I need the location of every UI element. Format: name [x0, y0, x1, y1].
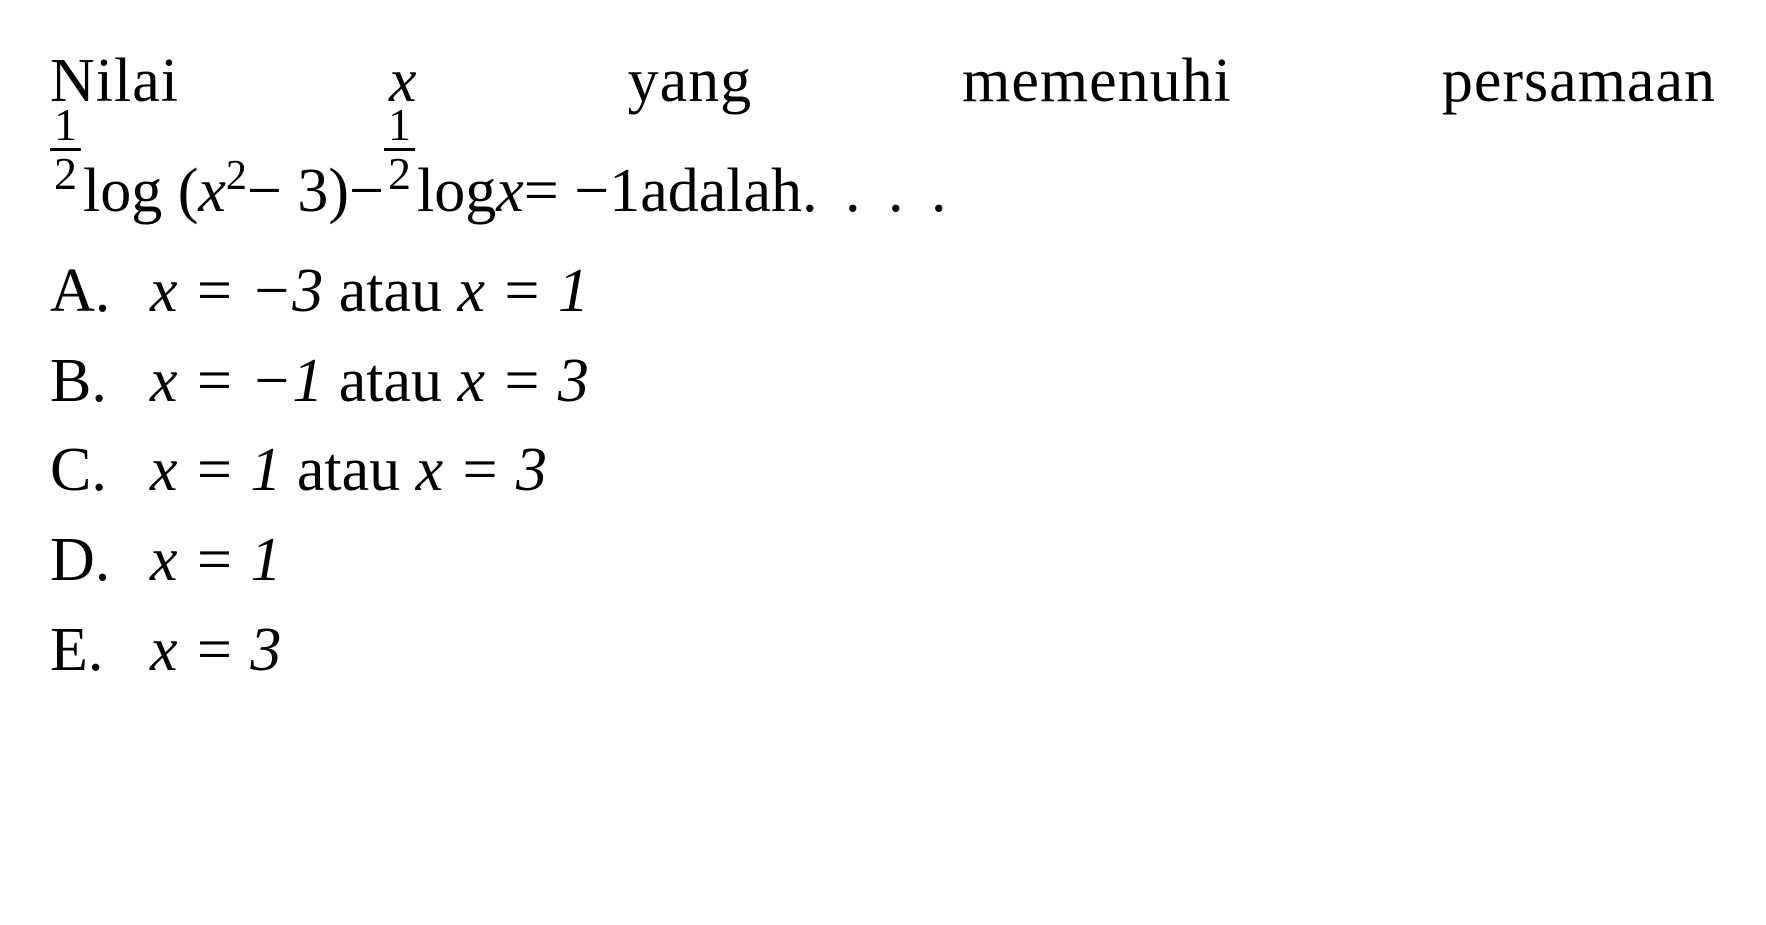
option-b-pre: x = −1 [150, 347, 339, 415]
answer-options: A. x = −3 atau x = 1 B. x = −1 atau x = … [50, 247, 1716, 696]
paren-open: ( [178, 157, 199, 225]
option-d-letter: D. [50, 516, 150, 606]
frac1-num: 1 [50, 102, 81, 151]
equals-neg1: = −1 [524, 157, 640, 225]
log-base-half-1: 1 2 [50, 102, 81, 197]
option-d: D. x = 1 [50, 516, 1716, 606]
option-c-atau: atau [297, 436, 416, 504]
x-term: x [496, 157, 524, 225]
equation-line: 1 2 log ( x 2 − 3 ) − 1 2 log x = −1 ada… [50, 130, 1716, 225]
log-text-2: log [417, 157, 496, 225]
option-a-letter: A. [50, 247, 150, 337]
log-base-half-2: 1 2 [384, 102, 415, 197]
option-a-pre: x = −3 [150, 257, 339, 325]
option-c-post: x = 3 [416, 436, 547, 504]
option-e-letter: E. [50, 606, 150, 696]
math-question-page: Nilai x yang memenuhi persamaan 1 2 log … [0, 0, 1766, 736]
word-yang: yang [628, 40, 753, 124]
word-memenuhi: memenuhi [962, 40, 1232, 124]
space-1 [162, 157, 178, 225]
frac2-num: 1 [384, 102, 415, 151]
option-d-pre: x = 1 [150, 526, 281, 594]
option-a-post: x = 1 [457, 257, 588, 325]
minus-three: − 3 [247, 157, 328, 225]
log-text-1: log [83, 157, 162, 225]
x-exp: 2 [226, 153, 247, 199]
option-b-atau: atau [339, 347, 458, 415]
option-c-pre: x = 1 [150, 436, 297, 504]
trailing-dots: . . . . [802, 157, 953, 225]
frac1-den: 2 [50, 151, 81, 197]
x-base: x [198, 157, 226, 225]
paren-close: ) [328, 157, 349, 225]
option-e-pre: x = 3 [150, 616, 281, 684]
option-b-post: x = 3 [457, 347, 588, 415]
minus-middle: − [349, 157, 384, 225]
option-c: C. x = 1 atau x = 3 [50, 426, 1716, 516]
option-b: B. x = −1 atau x = 3 [50, 337, 1716, 427]
question-line-1: Nilai x yang memenuhi persamaan [50, 40, 1716, 124]
option-a-atau: atau [339, 257, 458, 325]
word-persamaan: persamaan [1442, 40, 1716, 124]
frac2-den: 2 [384, 151, 415, 197]
option-b-letter: B. [50, 337, 150, 427]
word-adalah: adalah [640, 157, 802, 225]
option-e: E. x = 3 [50, 606, 1716, 696]
option-c-letter: C. [50, 426, 150, 516]
option-a: A. x = −3 atau x = 1 [50, 247, 1716, 337]
